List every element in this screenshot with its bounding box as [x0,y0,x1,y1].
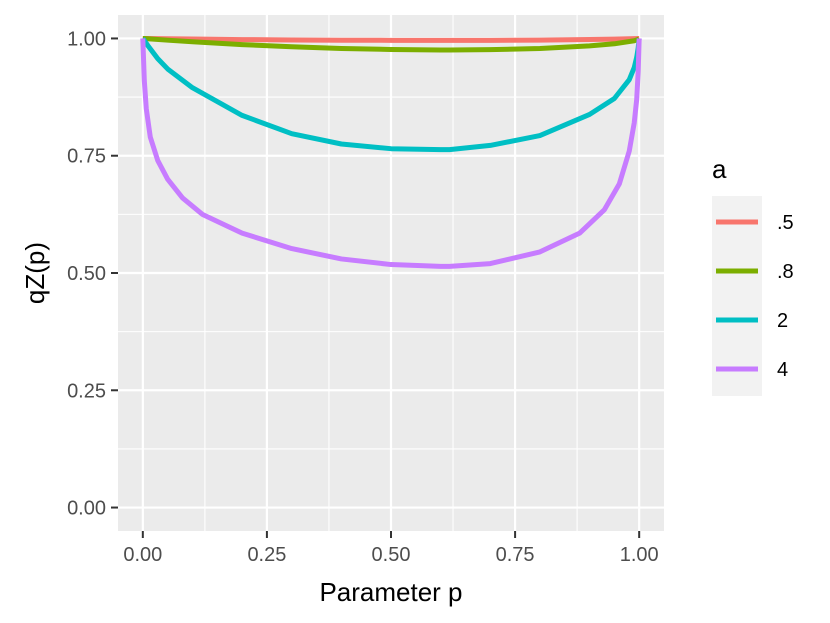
legend-label: .5 [777,212,794,234]
x-tick-label: 1.00 [620,544,659,566]
x-axis: 0.00 0.25 0.50 0.75 1.00 [123,531,659,566]
y-tick-label: 0.25 [67,380,106,402]
y-tick-label: 1.00 [67,28,106,50]
x-axis-title: Parameter p [319,577,462,607]
y-axis-title: qZ(p) [20,242,50,304]
x-tick-label: 0.00 [123,544,162,566]
series-lines [140,35,642,269]
legend: a .5 .8 2 4 [712,154,794,396]
legend-key-background [712,196,762,396]
y-tick-label: 0.75 [67,146,106,168]
x-tick-label: 0.75 [496,544,535,566]
series-line-4 [140,38,642,269]
series-line-point-5 [141,35,641,43]
series-line-2 [140,37,642,153]
legend-label: .8 [777,261,794,283]
series-line-point-8 [141,35,641,53]
y-tick-label: 0.00 [67,498,106,520]
legend-label: 4 [777,359,788,381]
legend-title: a [712,154,727,184]
y-tick-label: 0.50 [67,263,106,285]
y-axis: 0.00 0.25 0.50 0.75 1.00 [67,28,118,520]
x-tick-label: 0.50 [372,544,411,566]
legend-label: 2 [777,310,788,332]
x-tick-label: 0.25 [247,544,286,566]
legend-items: .5 .8 2 4 [716,212,794,381]
